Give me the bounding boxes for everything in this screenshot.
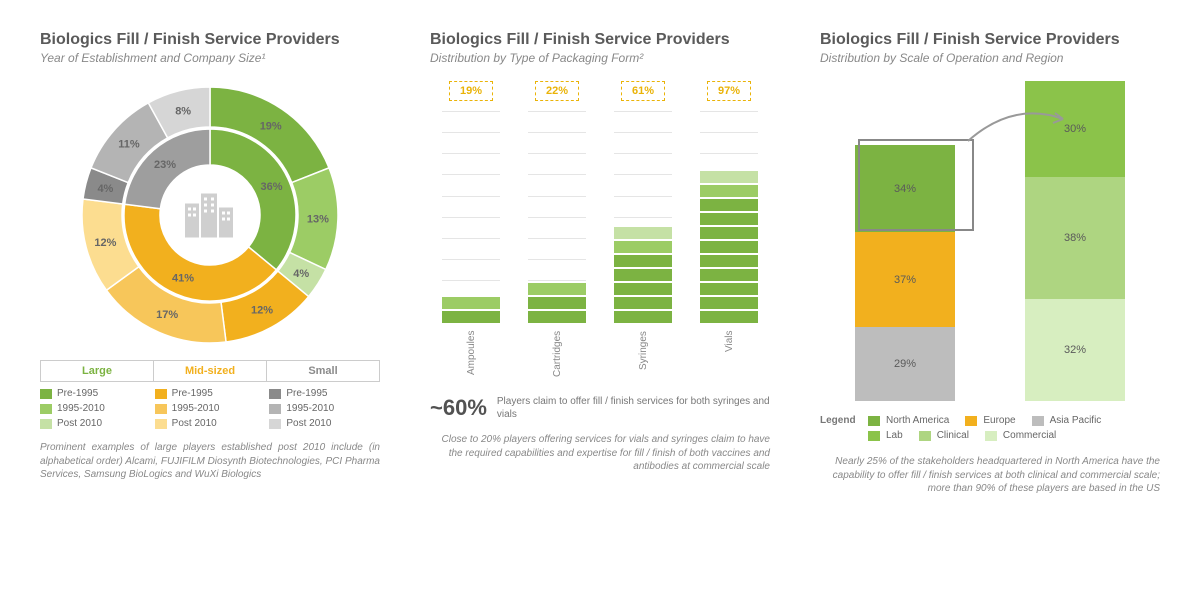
panel-year-size: Biologics Fill / Finish Service Provider…: [40, 30, 380, 580]
sixty-pct: ~60%: [430, 395, 487, 421]
legend-item: 1995-2010: [155, 403, 266, 414]
legend-item: Post 2010: [269, 418, 380, 429]
stack-segment: 38%: [1025, 177, 1125, 299]
panel-packaging: Biologics Fill / Finish Service Provider…: [430, 30, 770, 580]
panel3-subtitle: Distribution by Scale of Operation and R…: [820, 51, 1160, 65]
stack-segment: 32%: [1025, 299, 1125, 401]
svg-text:41%: 41%: [172, 273, 194, 285]
panel-region: Biologics Fill / Finish Service Provider…: [820, 30, 1160, 580]
svg-text:12%: 12%: [251, 305, 273, 317]
highlight-box: [858, 139, 974, 231]
legend-item: Pre-1995: [269, 388, 380, 399]
svg-text:23%: 23%: [154, 159, 176, 171]
svg-text:4%: 4%: [97, 183, 113, 195]
sixty-text: Players claim to offer fill / finish ser…: [497, 395, 770, 421]
panel3-footnote: Nearly 25% of the stakeholders headquart…: [820, 455, 1160, 496]
panel2-title: Biologics Fill / Finish Service Provider…: [430, 30, 770, 49]
bar-category-label: Cartridges: [552, 331, 563, 381]
buildings-icon: [181, 188, 239, 243]
donut-chart: 19% 13% 4% 12% 17% 12% 4% 11% 8% 36% 41% 23%: [75, 80, 345, 350]
region-legend: LegendNorth AmericaEuropeAsia Pacific Lab…: [820, 415, 1160, 445]
panel1-subtitle: Year of Establishment and Company Size¹: [40, 51, 380, 65]
svg-text:17%: 17%: [156, 309, 178, 321]
bar-column: 97% Vials: [694, 81, 764, 381]
svg-text:8%: 8%: [175, 106, 191, 118]
svg-text:36%: 36%: [261, 181, 283, 193]
pct-box: 61%: [621, 81, 665, 101]
bar-category-label: Ampoules: [466, 331, 477, 381]
legend-row: LabClinicalCommercial: [820, 430, 1160, 441]
size-header: Mid-sized: [154, 361, 267, 381]
svg-text:11%: 11%: [118, 139, 140, 151]
svg-text:4%: 4%: [293, 268, 309, 280]
panel2-subtitle: Distribution by Type of Packaging Form²: [430, 51, 770, 65]
bar-column: 22% Cartridges: [522, 81, 592, 381]
packaging-bars: 19% Ampoules 22% Cartridges 61% Syringes 97% Vi…: [430, 81, 770, 381]
bar-category-label: Syringes: [638, 331, 649, 381]
size-header: Large: [41, 361, 154, 381]
legend-item: Post 2010: [40, 418, 151, 429]
pct-box: 19%: [449, 81, 493, 101]
pct-box: 97%: [707, 81, 751, 101]
arrow-icon: [963, 101, 1073, 151]
legend-item: Pre-1995: [155, 388, 266, 399]
bar-column: 61% Syringes: [608, 81, 678, 381]
stack-segment: 37%: [855, 232, 955, 327]
svg-text:12%: 12%: [94, 237, 116, 249]
donut-legend: Pre-19951995-2010Post 2010Pre-19951995-2…: [40, 388, 380, 429]
bar-column: 19% Ampoules: [436, 81, 506, 381]
legend-row: LegendNorth AmericaEuropeAsia Pacific: [820, 415, 1160, 426]
panel1-footnote: Prominent examples of large players esta…: [40, 441, 380, 482]
pct-box: 22%: [535, 81, 579, 101]
sixty-callout: ~60% Players claim to offer fill / finis…: [430, 395, 770, 421]
size-header: Small: [267, 361, 379, 381]
svg-text:13%: 13%: [307, 214, 329, 226]
size-header-row: LargeMid-sizedSmall: [40, 360, 380, 382]
legend-item: Pre-1995: [40, 388, 151, 399]
legend-item: 1995-2010: [269, 403, 380, 414]
legend-item: Post 2010: [155, 418, 266, 429]
bar-category-label: Vials: [724, 331, 735, 381]
region-stacks: 34%37%29% 30%38%32%: [820, 81, 1160, 401]
panel2-footnote: Close to 20% players offering services f…: [430, 433, 770, 474]
panel1-title: Biologics Fill / Finish Service Provider…: [40, 30, 380, 49]
svg-text:19%: 19%: [260, 121, 282, 133]
legend-item: 1995-2010: [40, 403, 151, 414]
stack-segment: 29%: [855, 327, 955, 401]
panel3-title: Biologics Fill / Finish Service Provider…: [820, 30, 1160, 49]
